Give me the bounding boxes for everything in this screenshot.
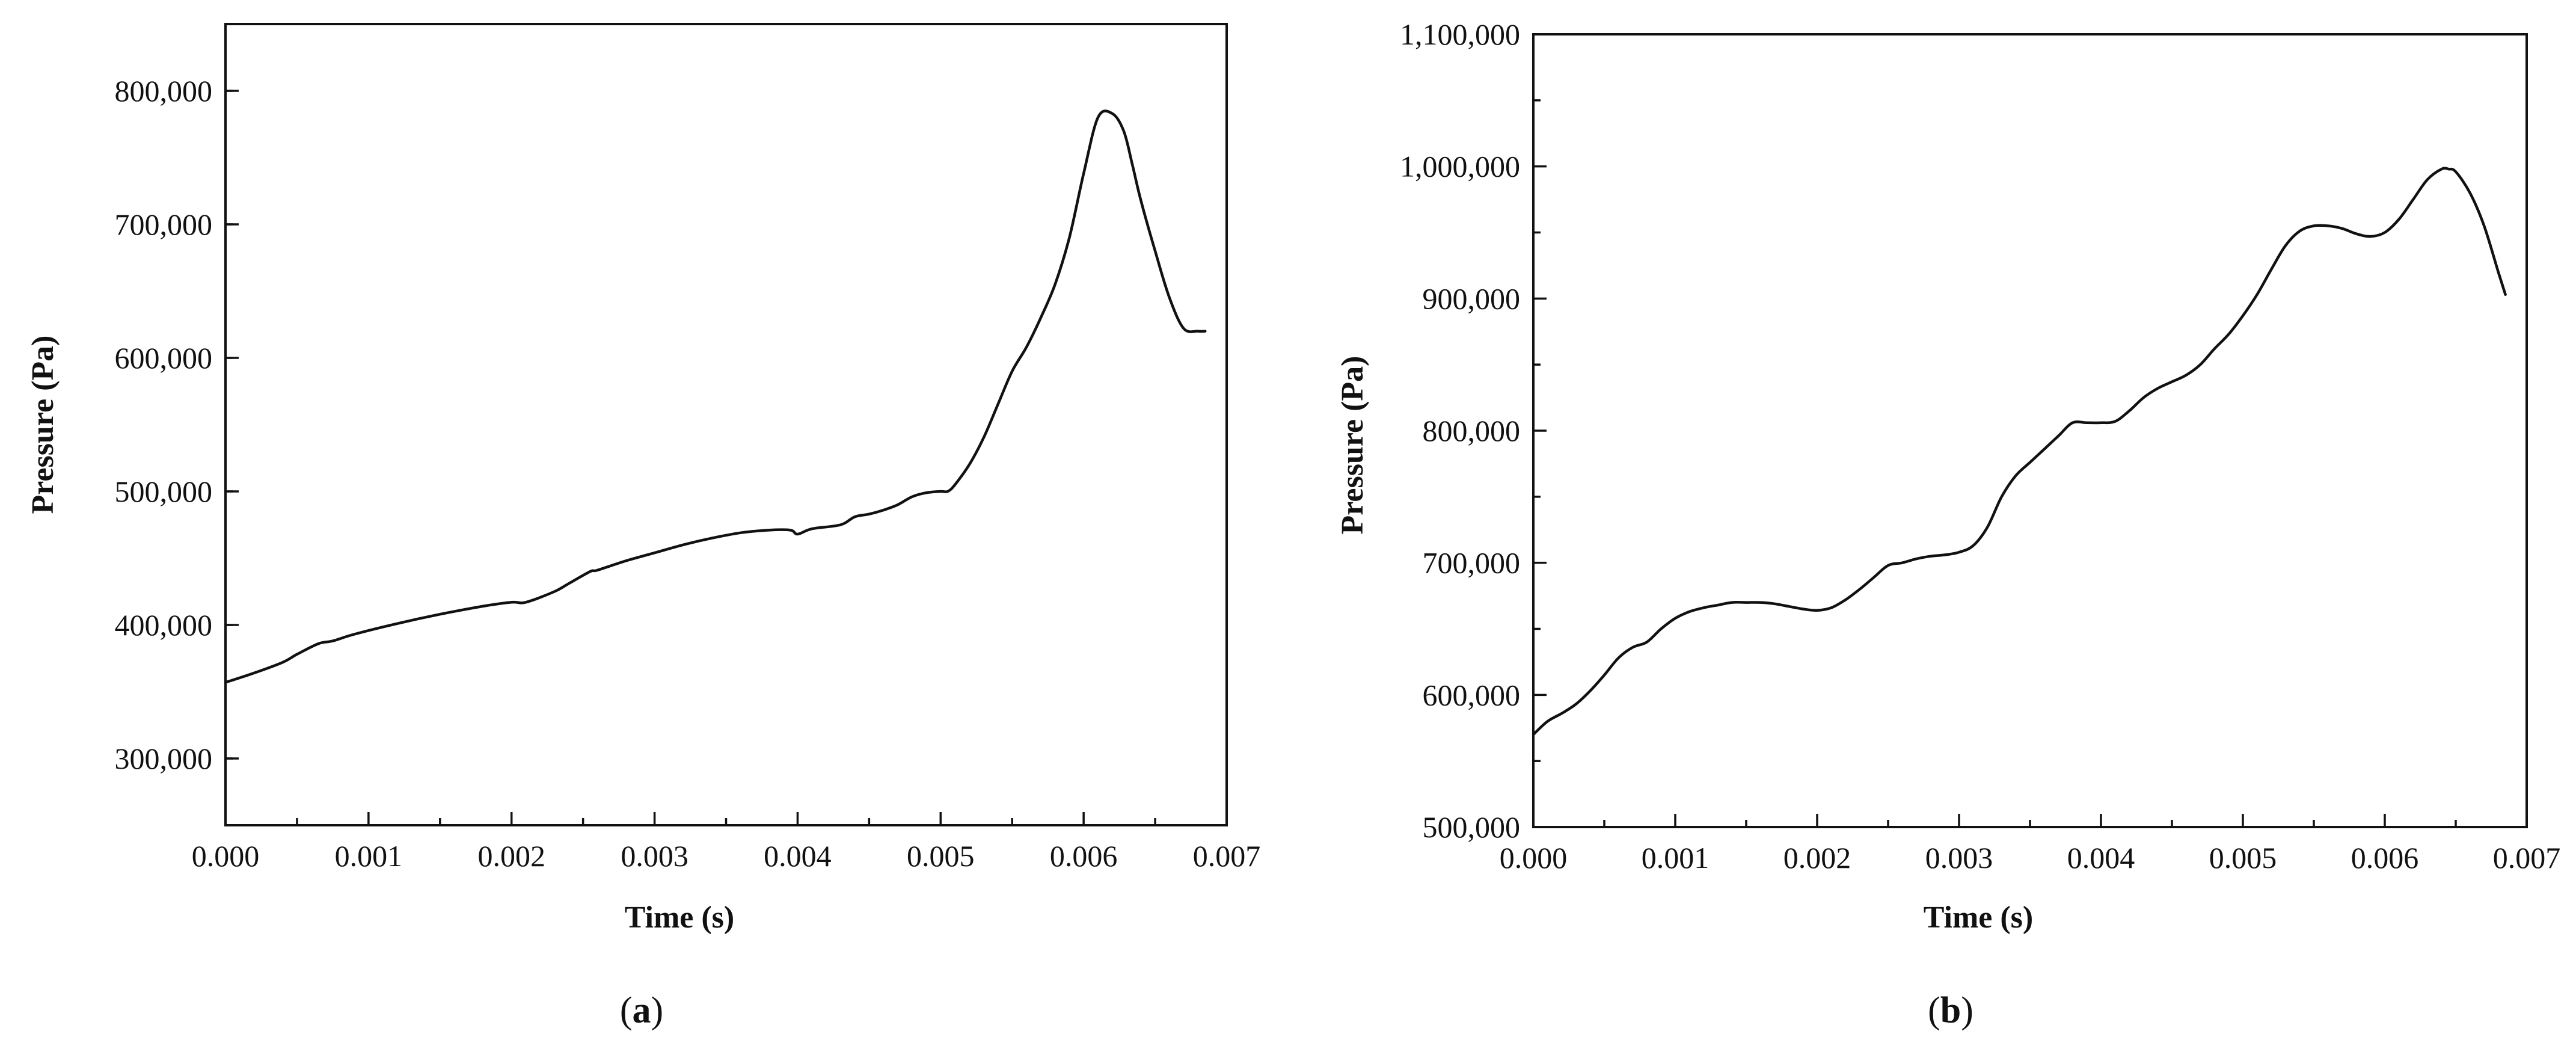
x-tick-label-a-0: 0.000: [192, 839, 260, 873]
y-tick-label-b-5: 1,000,000: [1400, 150, 1520, 183]
y-tick-label-b-2: 700,000: [1423, 546, 1521, 580]
x-tick-label-a-5: 0.005: [907, 839, 975, 873]
x-tick-label-b-3: 0.003: [1925, 841, 1993, 875]
y-tick-label-b-1: 600,000: [1423, 678, 1521, 712]
x-tick-label-b-4: 0.004: [2067, 841, 2135, 875]
x-tick-label-b-0: 0.000: [1500, 841, 1568, 875]
x-tick-label-a-7: 0.007: [1193, 839, 1261, 873]
chart-panel-b: 500,000 600,000 700,000 800,000 900,000 1,000…: [1336, 17, 2560, 1031]
x-tick-label-b-5: 0.005: [2209, 841, 2277, 875]
y-tick-label-b-0: 500,000: [1423, 810, 1521, 844]
pressure-line-b: [1532, 167, 2507, 736]
x-tick-label-a-2: 0.002: [477, 839, 545, 873]
panel-label-a-letter: a: [633, 990, 651, 1031]
x-tick-label-b-6: 0.006: [2351, 841, 2419, 875]
y-tick-labels-a: 300,000 400,000 500,000 600,000 700,000 800,0…: [115, 74, 213, 775]
y-axis-title-b: Pressure (Pa): [1336, 356, 1370, 535]
panel-label-a: (a): [620, 990, 663, 1031]
x-axis-title-b: Time (s): [1924, 900, 2033, 935]
x-tick-label-a-3: 0.003: [621, 839, 688, 873]
chart-panel-a: 300,000 400,000 500,000 600,000 700,000 800,0…: [26, 23, 1261, 1031]
x-tick-label-b-7: 0.007: [2493, 841, 2561, 875]
axis-ticks-b: [1532, 33, 2528, 828]
y-tick-label-a-4: 700,000: [115, 208, 213, 241]
x-tick-label-a-4: 0.004: [764, 839, 832, 873]
y-tick-label-a-5: 800,000: [115, 74, 213, 108]
y-tick-label-b-4: 900,000: [1423, 281, 1521, 315]
panel-label-b-letter: b: [1940, 990, 1961, 1031]
panel-label-b: (b): [1928, 990, 1973, 1031]
plot-frame-a: [224, 23, 1228, 826]
y-tick-labels-b: 500,000 600,000 700,000 800,000 900,000 1,000…: [1400, 17, 1520, 844]
y-tick-label-a-1: 400,000: [115, 608, 213, 642]
x-tick-label-a-1: 0.001: [335, 839, 403, 873]
x-tick-label-a-6: 0.006: [1050, 839, 1118, 873]
y-tick-label-a-3: 600,000: [115, 341, 213, 375]
y-axis-title-a: Pressure (Pa): [26, 336, 60, 514]
y-tick-label-b-3: 800,000: [1423, 414, 1521, 448]
plot-frame-b: [1532, 33, 2528, 828]
pressure-line-a: [224, 109, 1207, 684]
x-axis-title-a: Time (s): [625, 900, 734, 935]
x-tick-labels-b: 0.000 0.001 0.002 0.003 0.004 0.005 0.006 0.007: [1500, 841, 2561, 875]
y-tick-label-a-2: 500,000: [115, 475, 213, 508]
y-tick-label-b-6: 1,100,000: [1400, 17, 1520, 51]
x-tick-label-b-2: 0.002: [1783, 841, 1851, 875]
axis-ticks-a: [224, 90, 1228, 825]
y-tick-label-a-0: 300,000: [115, 742, 213, 775]
x-tick-label-b-1: 0.001: [1642, 841, 1710, 875]
x-tick-labels-a: 0.000 0.001 0.002 0.003 0.004 0.005 0.006 0.007: [192, 839, 1261, 873]
